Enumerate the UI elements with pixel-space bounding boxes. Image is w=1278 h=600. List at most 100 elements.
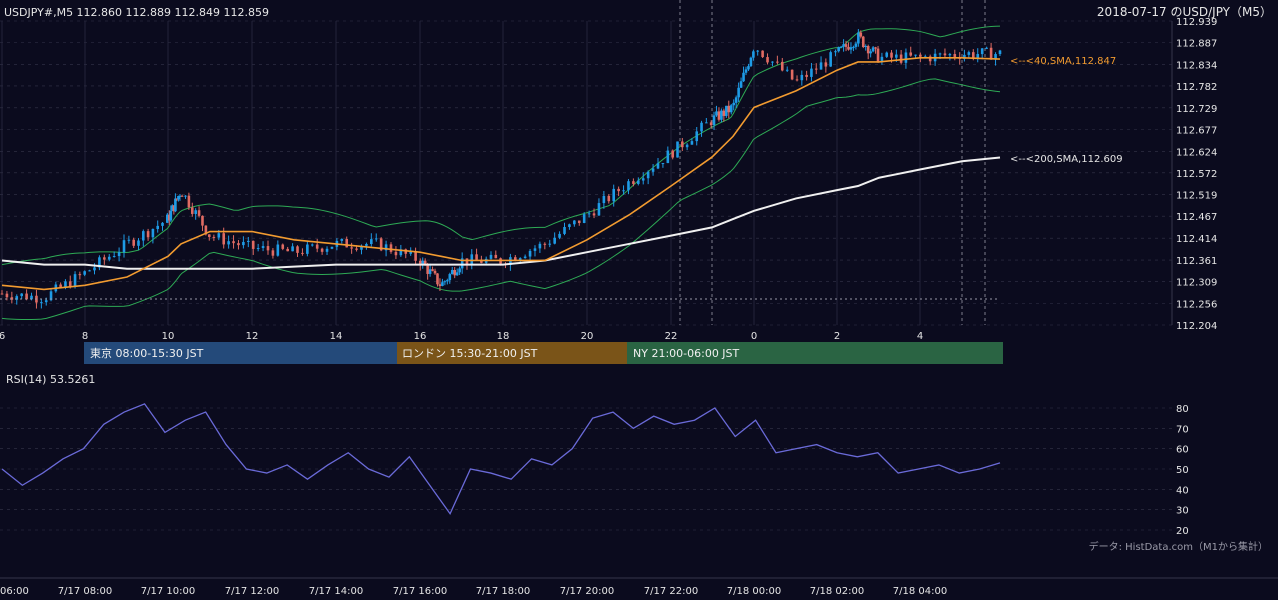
candle-body: [681, 141, 684, 148]
candle-body: [370, 239, 373, 245]
rsi-tick-label: 80: [1176, 404, 1189, 415]
price-tick-label: 112.939: [1176, 17, 1217, 28]
candle-body: [885, 52, 889, 57]
price-tick-label: 112.729: [1176, 104, 1217, 115]
top-x-tick-label: 22: [665, 331, 678, 342]
candle-body: [690, 141, 694, 145]
bottom-x-tick-label: 7/17 10:00: [141, 586, 195, 597]
candle-body: [919, 54, 922, 57]
candle-body: [533, 248, 537, 251]
candle-body: [720, 110, 723, 120]
candle-body: [695, 131, 699, 142]
top-x-tick-label: 20: [581, 331, 594, 342]
candle-body: [752, 51, 755, 58]
candle-body: [187, 195, 191, 208]
candle-body: [874, 47, 877, 49]
candle-body: [705, 122, 708, 124]
candle-body: [174, 198, 177, 212]
price-tick-label: 112.519: [1176, 191, 1217, 202]
candle-body: [291, 246, 294, 252]
candle-body: [622, 190, 625, 192]
bottom-x-tick-label: 7/17 14:00: [309, 586, 363, 597]
candle-body: [800, 74, 804, 81]
candle-body: [839, 46, 843, 48]
candle-body: [814, 68, 818, 70]
candle-body: [998, 50, 1002, 55]
candle-body: [953, 54, 957, 57]
candle-body: [494, 254, 498, 259]
candle-body: [543, 243, 547, 245]
candle-body: [971, 52, 975, 58]
candle-body: [365, 244, 368, 246]
candle-body: [709, 122, 713, 126]
candle-body: [819, 62, 823, 70]
candle-body: [963, 54, 966, 59]
candle-body: [904, 52, 908, 63]
candle-body: [847, 46, 850, 50]
candle-body: [169, 210, 173, 221]
candle-body: [88, 270, 91, 272]
candle-body: [558, 233, 561, 238]
candle-body: [166, 214, 169, 223]
candle-body: [93, 267, 96, 271]
session-tokyo-label: 東京 08:00-15:30 JST: [90, 346, 204, 360]
price-axis: 112.939 112.887 112.834 112.782 112.729 112.6…: [1176, 17, 1217, 332]
price-tick-label: 112.572: [1176, 169, 1217, 180]
bollinger-upper: [1, 25, 1001, 266]
price-tick-label: 112.677: [1176, 125, 1217, 136]
candle-body: [107, 256, 111, 260]
candle-body: [436, 273, 439, 285]
candle-body: [64, 281, 67, 288]
candle-body: [756, 50, 759, 52]
candle-body: [296, 246, 299, 253]
candle-body: [890, 52, 893, 58]
candle-body: [795, 79, 799, 81]
candle-body: [489, 254, 493, 259]
candle-body: [98, 257, 101, 268]
candle-body: [563, 227, 566, 234]
candle-body: [700, 122, 703, 132]
candle-body: [646, 171, 650, 179]
candle-body: [854, 43, 858, 47]
candle-body: [749, 57, 753, 67]
candle-body: [573, 220, 576, 225]
candle-body: [676, 141, 679, 158]
candle-body: [409, 251, 412, 254]
candle-body: [577, 220, 581, 223]
session-ny-label: NY 21:00-06:00 JST: [633, 347, 740, 360]
candle-body: [5, 293, 9, 298]
rsi-tick-label: 70: [1176, 424, 1189, 435]
candle-body: [712, 115, 716, 126]
candle-body: [151, 228, 155, 238]
price-tick-label: 112.309: [1176, 278, 1217, 289]
candle-body: [237, 243, 240, 246]
candle-body: [10, 297, 14, 300]
candle-body: [399, 249, 403, 256]
candle-body: [180, 195, 184, 197]
candle-body: [217, 233, 221, 238]
candle-body: [132, 239, 135, 246]
candle-body: [426, 265, 429, 274]
candle-body: [168, 214, 171, 221]
candle-body: [306, 244, 309, 254]
candle-body: [438, 284, 442, 286]
bottom-x-tick-label: 7/17 08:00: [58, 586, 112, 597]
candle-body: [909, 52, 913, 56]
rsi-tick-label: 20: [1176, 526, 1189, 537]
candle-body: [842, 44, 845, 47]
price-tick-label: 112.204: [1176, 321, 1217, 332]
candle-body: [568, 224, 571, 228]
candle-body: [744, 69, 748, 73]
bollinger-bands: [1, 25, 1001, 321]
candle-body: [448, 274, 452, 281]
candle-body: [15, 296, 19, 300]
bottom-x-tick-label: 7/18 00:00: [727, 586, 781, 597]
candle-body: [204, 225, 208, 235]
candle-body: [528, 250, 532, 257]
candle-body: [384, 244, 388, 251]
candle-body: [286, 248, 289, 252]
candle-body: [201, 215, 204, 226]
candle-body: [389, 244, 393, 252]
candle-body: [641, 178, 645, 181]
candle-body: [156, 225, 160, 229]
